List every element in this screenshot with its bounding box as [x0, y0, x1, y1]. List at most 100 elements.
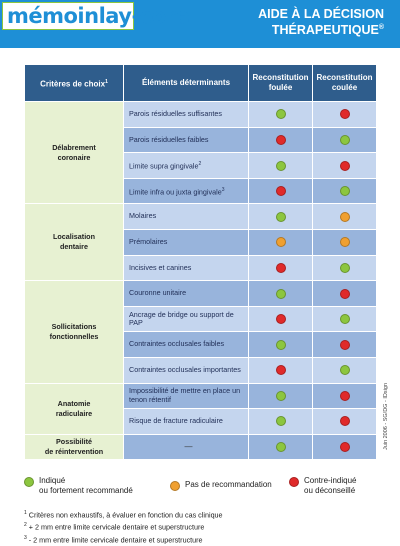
footnote-1: 1 Critères non exhaustifs, à évaluer en … [24, 510, 223, 520]
legend-item-green: Indiqué ou fortement recommandé [24, 476, 133, 495]
category-cell: Possibilité de réintervention [24, 433, 124, 461]
red-dot-icon [275, 365, 286, 376]
criterion-cell: Contraintes occlusales faibles [123, 331, 249, 358]
indication-cell-coulee [312, 101, 377, 128]
indication-cell-foulee [248, 101, 313, 128]
table-row: Sollicitations fonctionnelles Couronne uni… [24, 280, 377, 384]
indication-cell-coulee [312, 203, 377, 230]
indication-cell-foulee [248, 305, 313, 333]
indication-cell-foulee [248, 356, 313, 384]
indication-cell-coulee [312, 356, 377, 384]
indication-cell-coulee [312, 228, 377, 256]
indication-cell-foulee [248, 254, 313, 282]
red-dot-icon [339, 416, 350, 427]
print-date-note: Juin 2006 - SG/DG - IDsign [383, 383, 389, 450]
indication-cell-coulee [312, 408, 377, 435]
indication-cell-foulee [248, 433, 313, 461]
indication-cell-foulee [248, 408, 313, 435]
header-elements: Éléments déterminants [123, 64, 249, 102]
criterion-cell: Prémolaires [123, 228, 249, 256]
criterion-cell: Risque de fracture radiculaire [123, 408, 249, 435]
table-row: Localisation dentaire Molaires [24, 203, 377, 282]
indication-cell-foulee [248, 126, 313, 154]
red-dot-icon [339, 109, 350, 120]
category-cell: Anatomie radiculaire [24, 382, 124, 435]
criterion-cell: Parois résiduelles suffisantes [123, 101, 249, 128]
indication-cell-coulee [312, 305, 377, 333]
criterion-cell: Limite infra ou juxta gingivale3 [123, 177, 249, 205]
green-dot-icon [275, 160, 286, 171]
legend: Indiqué ou fortement recommandé Pas de r… [24, 476, 384, 502]
page-title: AIDE À LA DÉCISION THÉRAPEUTIQUE® [258, 8, 384, 37]
criterion-cell: Molaires [123, 203, 249, 230]
green-dot-icon [275, 390, 286, 401]
title-line-1: AIDE À LA DÉCISION [258, 7, 384, 21]
indication-cell-coulee [312, 280, 377, 307]
indication-cell-foulee [248, 152, 313, 179]
orange-dot-icon [339, 211, 350, 222]
green-dot-icon [275, 442, 286, 453]
indication-cell-foulee [248, 177, 313, 205]
category-cell: Sollicitations fonctionnelles [24, 280, 124, 384]
indication-cell-coulee [312, 152, 377, 179]
red-dot-icon [339, 390, 350, 401]
indication-cell-foulee [248, 203, 313, 230]
decision-table: Critères de choix1 Éléments déterminants… [24, 64, 377, 461]
red-dot-icon [339, 288, 350, 299]
green-dot-icon [275, 109, 286, 120]
footnote-3: 3 - 2 mm entre limite cervicale dentaire… [24, 534, 203, 545]
table-row: Parois résiduelles faibles [25, 126, 377, 154]
indication-cell-coulee [312, 433, 377, 461]
footnotes: 1 Critères non exhaustifs, à évaluer en … [24, 508, 384, 545]
orange-dot-icon [170, 481, 180, 491]
indication-cell-foulee [248, 228, 313, 256]
table-row: Risque de fracture radiculaire [25, 408, 377, 435]
criterion-cell: Parois résiduelles faibles [123, 126, 249, 154]
indication-cell-coulee [312, 382, 377, 410]
criterion-cell: Limite supra gingivale2 [123, 152, 249, 179]
green-dot-icon [275, 211, 286, 222]
brand-logo: mémoinlay-core [2, 2, 190, 30]
green-dot-icon [339, 262, 350, 273]
orange-dot-icon [275, 237, 286, 248]
category-cell: Localisation dentaire [24, 203, 124, 282]
green-dot-icon [339, 186, 350, 197]
green-dot-icon [339, 134, 350, 145]
criterion-cell: Ancrage de bridge ou support de PAP [123, 305, 249, 333]
green-dot-icon [339, 365, 350, 376]
criterion-cell: Incisives et canines [123, 254, 249, 282]
green-dot-icon [24, 477, 34, 487]
green-dot-icon [275, 288, 286, 299]
header-band: mémoinlay-core AIDE À LA DÉCISION THÉRAP… [0, 0, 400, 48]
criterion-cell: — [123, 433, 249, 461]
red-dot-icon [339, 339, 350, 350]
red-dot-icon [339, 160, 350, 171]
table-row: Possibilité de réintervention — [24, 433, 377, 461]
red-dot-icon [275, 314, 286, 325]
red-dot-icon [275, 134, 286, 145]
indication-cell-foulee [248, 280, 313, 307]
table-header-row: Critères de choix1 Éléments déterminants… [24, 64, 377, 102]
indication-cell-foulee [248, 331, 313, 358]
green-dot-icon [275, 339, 286, 350]
table-row: Contraintes occlusales faibles [25, 331, 377, 358]
criterion-cell: Impossibilité de mettre en place un tenon… [123, 382, 249, 410]
red-dot-icon [289, 477, 299, 487]
criterion-cell: Contraintes occlusales importantes [123, 356, 249, 384]
orange-dot-icon [339, 237, 350, 248]
table-row: Contraintes occlusales importantes [25, 356, 377, 384]
header-coulee: Reconstitution coulée [312, 64, 377, 102]
table-row: Délabrement coronaire Parois résiduelles s… [24, 100, 377, 205]
green-dot-icon [275, 416, 286, 427]
registered-mark: ® [378, 24, 384, 31]
category-cell: Délabrement coronaire [24, 100, 124, 205]
brand-name: mémoinlay-core [7, 4, 190, 28]
indication-cell-coulee [312, 177, 377, 205]
table-row: Prémolaires [25, 228, 377, 256]
table-row: Incisives et canines [25, 254, 377, 282]
table-row: Limite infra ou juxta gingivale3 [25, 177, 377, 205]
legend-item-red: Contre-indiqué ou déconseillé [289, 476, 356, 495]
red-dot-icon [275, 262, 286, 273]
green-dot-icon [339, 314, 350, 325]
table-body: Délabrement coronaire Parois résiduelles s… [24, 100, 377, 461]
